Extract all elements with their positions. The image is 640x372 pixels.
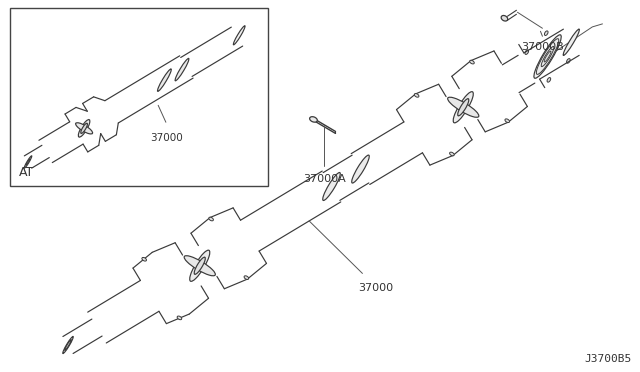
Ellipse shape <box>323 173 340 201</box>
Text: 37000B: 37000B <box>521 42 564 52</box>
Ellipse shape <box>536 39 559 74</box>
Ellipse shape <box>184 256 215 276</box>
Ellipse shape <box>352 155 369 183</box>
Ellipse shape <box>541 46 554 67</box>
Ellipse shape <box>501 16 508 21</box>
Ellipse shape <box>453 92 474 123</box>
Ellipse shape <box>310 117 317 122</box>
Ellipse shape <box>209 217 213 221</box>
Ellipse shape <box>447 97 479 117</box>
Ellipse shape <box>470 60 474 64</box>
Ellipse shape <box>177 316 182 320</box>
Bar <box>10 8 268 186</box>
Ellipse shape <box>234 26 245 45</box>
Text: 37000: 37000 <box>150 133 184 143</box>
Ellipse shape <box>505 119 509 122</box>
Ellipse shape <box>26 158 30 166</box>
Ellipse shape <box>175 58 189 81</box>
Text: AT: AT <box>19 166 35 179</box>
Ellipse shape <box>81 123 88 134</box>
Ellipse shape <box>566 59 570 63</box>
Ellipse shape <box>525 50 529 54</box>
Ellipse shape <box>157 69 172 92</box>
Ellipse shape <box>78 119 90 137</box>
Ellipse shape <box>194 257 205 274</box>
Ellipse shape <box>545 31 548 35</box>
Ellipse shape <box>450 152 454 156</box>
Ellipse shape <box>547 78 550 82</box>
Ellipse shape <box>534 35 561 78</box>
Ellipse shape <box>544 51 551 62</box>
Ellipse shape <box>65 340 71 350</box>
Ellipse shape <box>142 257 147 261</box>
Ellipse shape <box>458 99 468 116</box>
Ellipse shape <box>63 337 73 353</box>
Text: 37000: 37000 <box>358 283 393 294</box>
Ellipse shape <box>24 156 32 168</box>
Ellipse shape <box>76 123 93 134</box>
Text: J3700B5: J3700B5 <box>585 354 632 364</box>
Text: 37000A: 37000A <box>303 174 346 185</box>
Ellipse shape <box>244 276 249 279</box>
Ellipse shape <box>414 94 419 97</box>
Ellipse shape <box>189 250 210 281</box>
Ellipse shape <box>563 29 579 55</box>
